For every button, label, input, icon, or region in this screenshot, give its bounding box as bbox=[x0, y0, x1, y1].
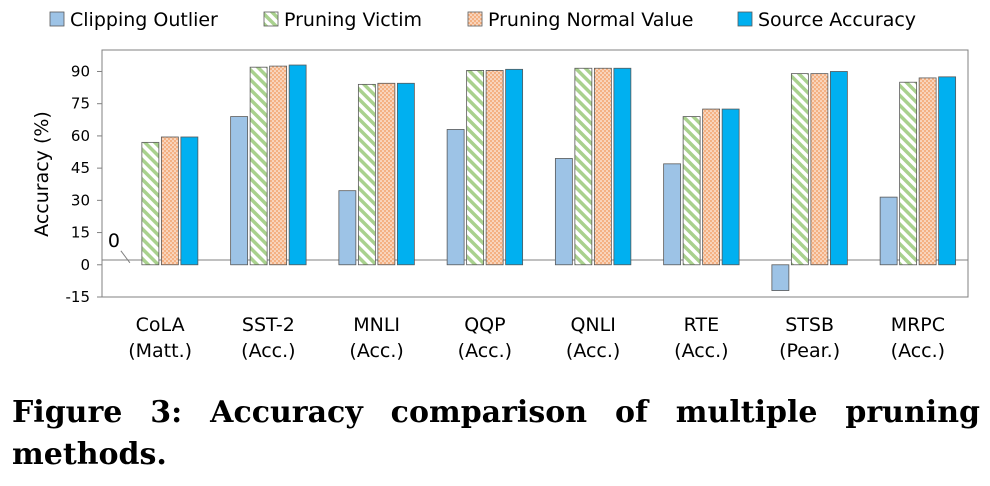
bar bbox=[663, 163, 682, 266]
y-tick-label: 90 bbox=[71, 62, 90, 80]
category-sublabel: (Acc.) bbox=[349, 340, 403, 362]
bar bbox=[269, 65, 288, 266]
category-label: CoLA bbox=[136, 314, 185, 336]
bars bbox=[141, 64, 957, 291]
category-sublabel: (Acc.) bbox=[566, 340, 620, 362]
legend-swatch bbox=[263, 11, 279, 27]
bar bbox=[377, 82, 396, 266]
bar bbox=[771, 264, 790, 291]
category-label: MRPC bbox=[891, 314, 945, 336]
y-axis-label: Accuracy (%) bbox=[31, 111, 53, 237]
category-label: QNLI bbox=[570, 314, 615, 336]
y-tick-label: 75 bbox=[71, 95, 90, 113]
category-sublabel: (Pear.) bbox=[779, 340, 840, 362]
bar bbox=[574, 67, 593, 266]
legend-label: Pruning Normal Value bbox=[488, 9, 693, 31]
category-sublabel: (Acc.) bbox=[241, 340, 295, 362]
y-tick-label: 0 bbox=[80, 256, 90, 274]
y-tick-label: 60 bbox=[71, 127, 90, 145]
category-labels: CoLA (Matt.) SST-2 (Acc.) MNLI (Acc.) QQP (Acc.… bbox=[128, 314, 945, 362]
category-label: QQP bbox=[464, 314, 505, 336]
y-tick-label: 15 bbox=[71, 224, 90, 242]
bar bbox=[249, 66, 268, 266]
y-tick-label: 45 bbox=[71, 159, 90, 177]
bar bbox=[702, 108, 721, 266]
category-label: STSB bbox=[785, 314, 834, 336]
bar bbox=[485, 70, 504, 266]
bar bbox=[160, 136, 179, 266]
y-tick-label: -15 bbox=[66, 288, 91, 306]
category-sublabel: (Acc.) bbox=[891, 340, 945, 362]
legend-label: Clipping Outlier bbox=[70, 9, 218, 31]
bar bbox=[810, 73, 829, 266]
annotation-label: 0 bbox=[108, 230, 120, 252]
bar bbox=[593, 67, 612, 266]
bar-chart: Clipping Outlier Pruning Victim Pruning No… bbox=[31, 9, 969, 362]
bar bbox=[180, 136, 199, 266]
legend-swatch bbox=[737, 11, 753, 27]
category-sublabel: (Acc.) bbox=[458, 340, 512, 362]
legend-swatch bbox=[467, 11, 483, 27]
bar bbox=[682, 116, 701, 266]
bar bbox=[829, 71, 848, 266]
annotation-leader-line bbox=[120, 250, 131, 264]
bar bbox=[446, 129, 465, 266]
legend-swatch bbox=[49, 11, 65, 27]
legend-label: Pruning Victim bbox=[284, 9, 422, 31]
category-sublabel: (Acc.) bbox=[674, 340, 728, 362]
bar bbox=[396, 82, 415, 266]
bar bbox=[288, 64, 307, 266]
bar bbox=[357, 83, 376, 266]
y-tick-label: 30 bbox=[71, 191, 90, 209]
legend: Clipping Outlier Pruning Victim Pruning No… bbox=[49, 9, 916, 31]
category-sublabel: (Matt.) bbox=[128, 340, 192, 362]
bar bbox=[505, 68, 524, 266]
bar bbox=[554, 158, 573, 266]
figure-caption: Figure 3: Accuracy comparison of multipl… bbox=[12, 395, 980, 472]
bar bbox=[918, 77, 937, 266]
bar bbox=[721, 108, 740, 266]
bar bbox=[899, 81, 918, 266]
bar bbox=[879, 196, 898, 266]
bar bbox=[938, 76, 957, 266]
y-axis-ticks: -15 0 15 30 45 60 75 90 bbox=[66, 62, 102, 306]
bar bbox=[338, 190, 357, 266]
bar bbox=[141, 141, 160, 266]
legend-label: Source Accuracy bbox=[758, 9, 916, 31]
bar bbox=[790, 73, 809, 266]
category-label: MNLI bbox=[353, 314, 400, 336]
category-label: SST-2 bbox=[242, 314, 295, 336]
bar bbox=[466, 70, 485, 266]
annotations: 0 bbox=[108, 230, 131, 264]
bar bbox=[230, 116, 249, 266]
category-label: RTE bbox=[684, 314, 719, 336]
bar bbox=[613, 67, 632, 266]
